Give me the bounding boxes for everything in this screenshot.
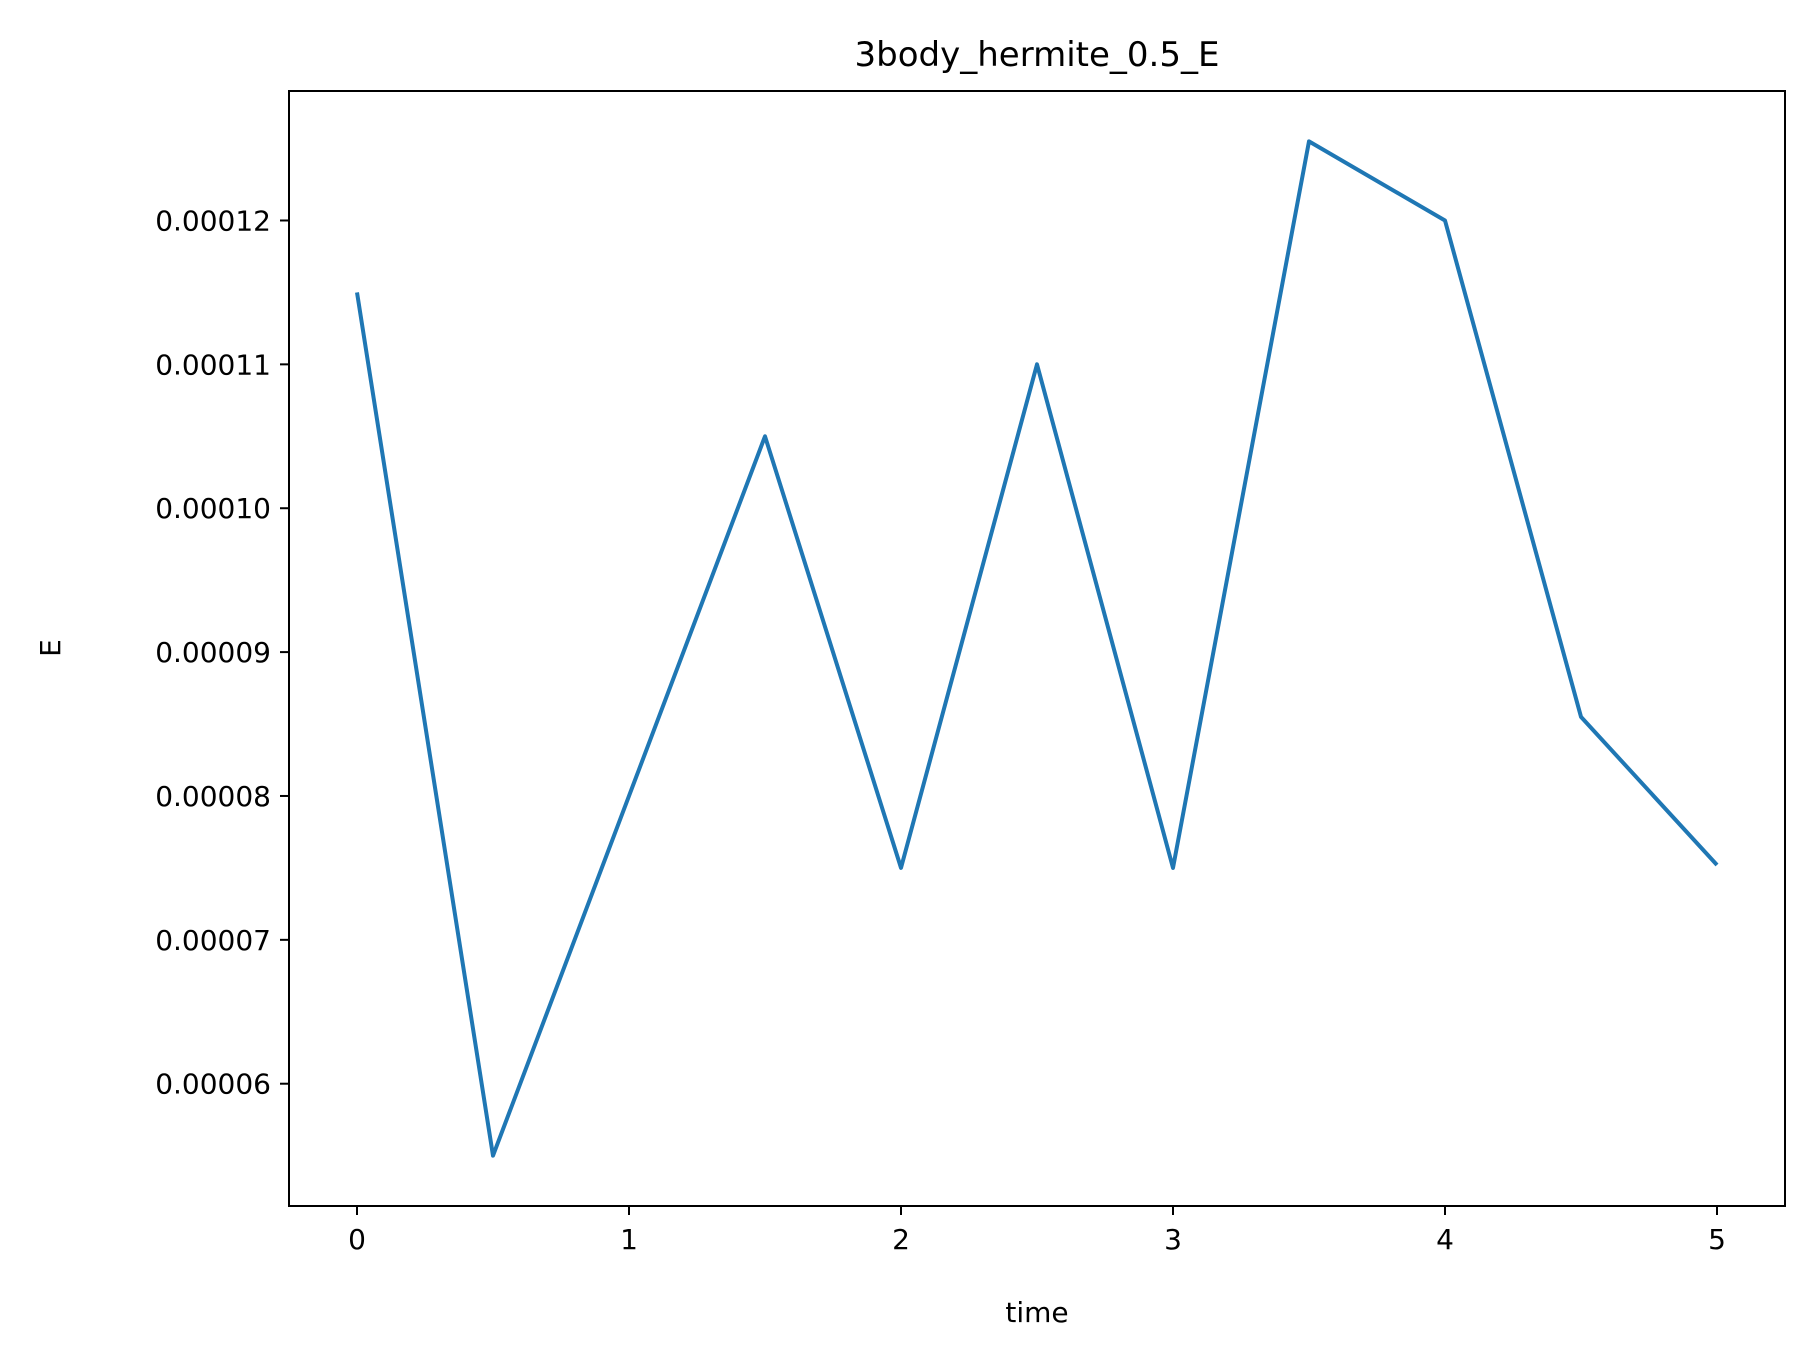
y-tick-label: 0.00006 — [155, 1068, 271, 1101]
y-axis-label: E — [34, 639, 67, 657]
series-line — [355, 139, 1719, 1158]
x-axis-label: time — [1005, 1296, 1068, 1329]
x-axis-ticks: 0 1 2 3 4 5 — [348, 1206, 1726, 1256]
x-tick-label: 2 — [892, 1223, 910, 1256]
x-tick-label: 0 — [348, 1223, 366, 1256]
y-tick-label: 0.00009 — [155, 636, 271, 669]
x-tick-label: 5 — [1708, 1223, 1726, 1256]
y-tick-label: 0.00012 — [155, 204, 271, 237]
y-axis-ticks: 0.00006 0.00007 0.00008 0.00009 0.00010 0.000… — [155, 204, 289, 1101]
chart-title: 3body_hermite_0.5_E — [855, 35, 1220, 75]
y-tick-label: 0.00007 — [155, 924, 271, 957]
y-tick-label: 0.00011 — [155, 348, 271, 381]
x-tick-label: 4 — [1436, 1223, 1454, 1256]
x-tick-label: 1 — [620, 1223, 638, 1256]
series-layer — [355, 139, 1719, 1158]
y-tick-label: 0.00010 — [155, 492, 271, 525]
y-tick-label: 0.00008 — [155, 780, 271, 813]
x-tick-label: 3 — [1164, 1223, 1182, 1256]
plot-area-frame — [288, 90, 1786, 1207]
